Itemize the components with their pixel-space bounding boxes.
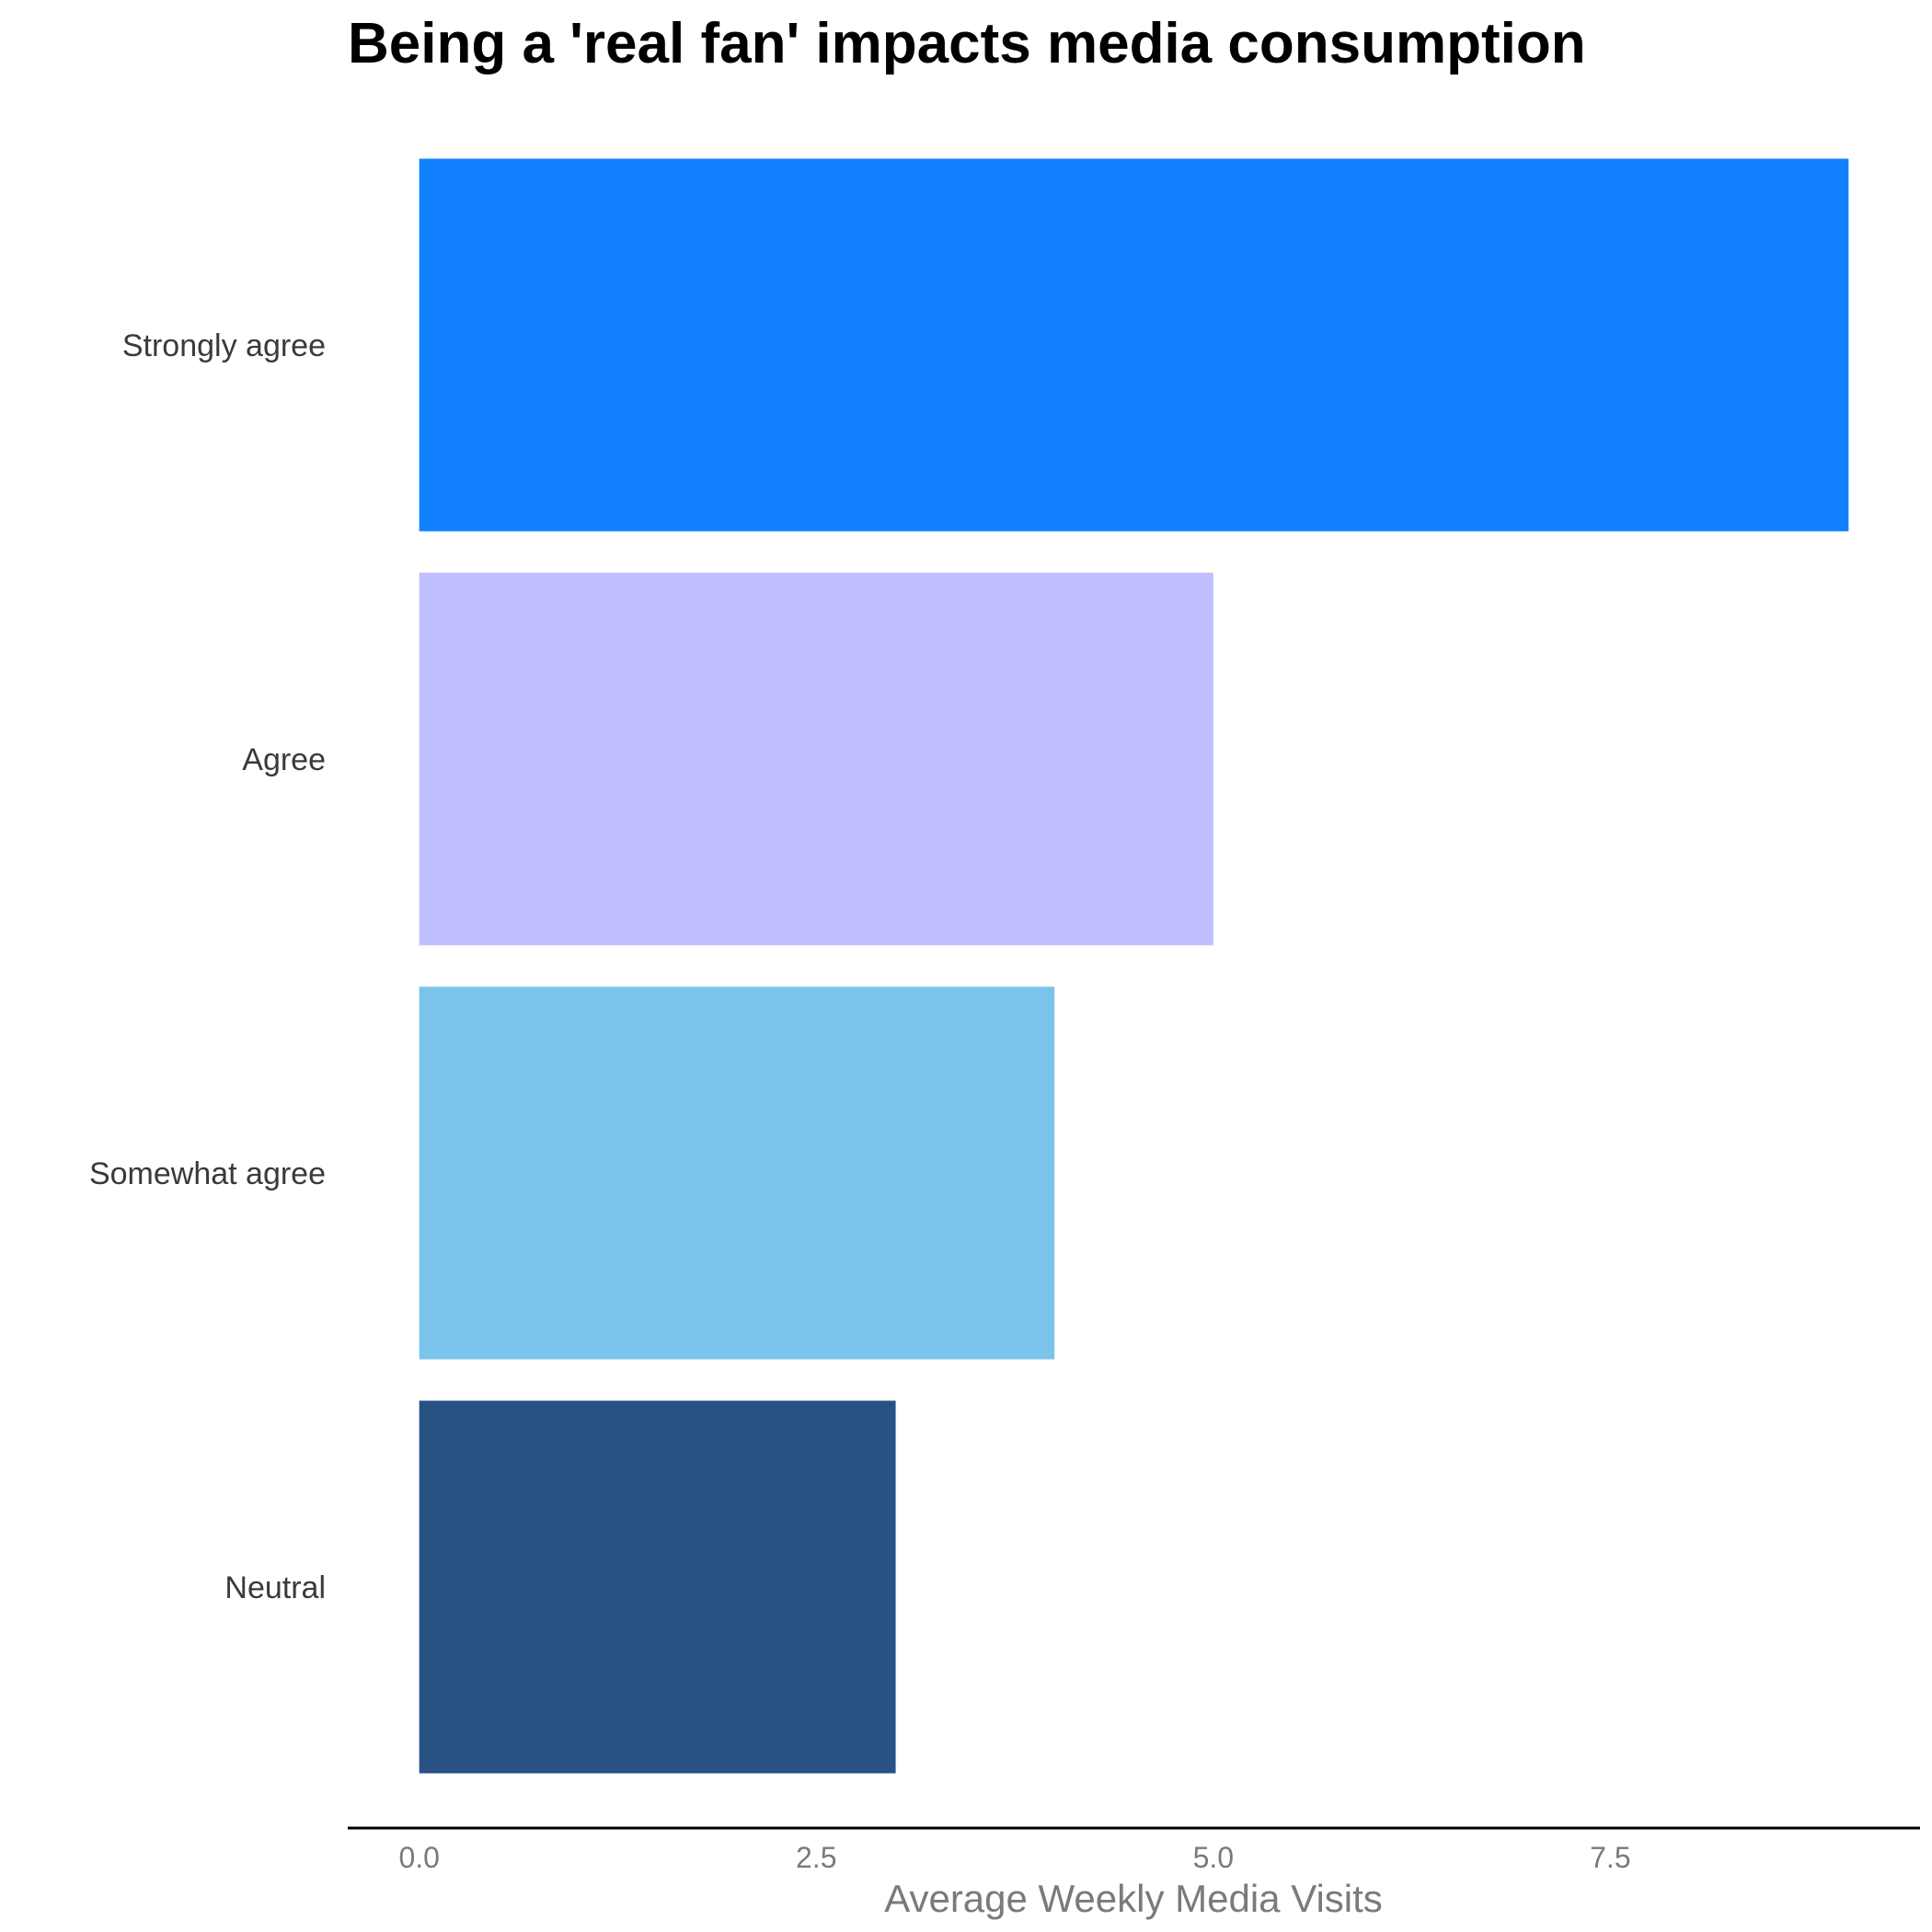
x-tick-label: 7.5 <box>1590 1841 1630 1874</box>
bar-strongly-agree <box>419 158 1849 532</box>
x-tick-label: 2.5 <box>796 1841 836 1874</box>
bar-neutral <box>419 1400 896 1774</box>
category-label-agree: Agree <box>242 742 326 777</box>
x-tick-labels: 0.0 2.5 5.0 7.5 <box>398 1841 1630 1874</box>
bar-somewhat-agree <box>419 986 1055 1360</box>
chart-title: Being a 'real fan' impacts media consump… <box>348 12 1586 75</box>
x-tick-label: 5.0 <box>1193 1841 1234 1874</box>
bar-agree <box>419 572 1213 946</box>
category-label-strongly-agree: Strongly agree <box>122 328 326 363</box>
x-axis-title: Average Weekly Media Visits <box>884 1877 1383 1920</box>
category-label-neutral: Neutral <box>224 1570 326 1605</box>
category-labels: Strongly agree Agree Somewhat agree Neutral <box>89 328 326 1605</box>
x-tick-label: 0.0 <box>398 1841 439 1874</box>
category-label-somewhat-agree: Somewhat agree <box>89 1156 326 1191</box>
bars-group <box>419 158 1849 1774</box>
